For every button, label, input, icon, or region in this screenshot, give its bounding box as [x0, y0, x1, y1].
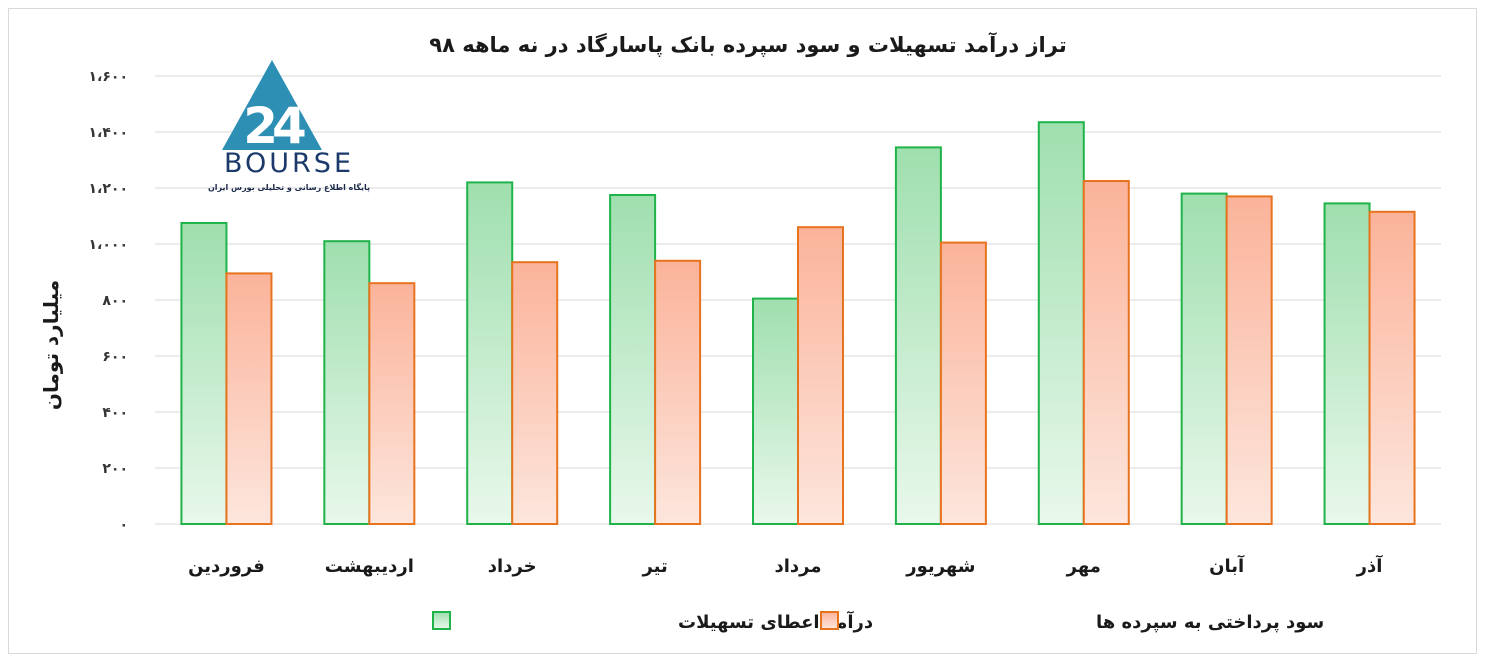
x-tick-label: آبان [1209, 554, 1245, 577]
bar-series-1-1 [368, 282, 416, 526]
logo-number: 24 [243, 97, 305, 155]
bar-series-0-7 [1180, 192, 1228, 525]
y-tick-label: ۲۰۰ [102, 461, 128, 477]
bars [180, 121, 1416, 526]
x-tick-label: خرداد [488, 556, 537, 577]
logo-subtitle: پایگاه اطلاع رسانی و تحلیلی بورس ایران [208, 182, 370, 193]
y-tick-label: ۱،۲۰۰ [89, 181, 129, 197]
bar-series-1-5 [939, 241, 987, 525]
bar-series-0-2 [466, 181, 514, 525]
bar-series-1-3 [654, 259, 702, 525]
bourse-logo: 24 BOURSE پایگاه اطلاع رسانی و تحلیلی بو… [208, 60, 370, 193]
y-axis-ticks: ۰ ۲۰۰ ۴۰۰ ۶۰۰ ۸۰۰ ۱،۰۰۰ ۱،۲۰۰ ۱،۴۰۰ ۱،۶۰۰ [89, 69, 129, 533]
y-tick-label: ۶۰۰ [102, 349, 128, 365]
bar-series-1-8 [1368, 210, 1416, 526]
x-tick-label: اردیبهشت [325, 556, 414, 577]
x-tick-label: تیر [641, 556, 667, 577]
x-tick-label: مرداد [775, 556, 822, 577]
bar-series-0-5 [894, 146, 942, 525]
legend-swatch-series-0 [432, 611, 451, 630]
bar-series-0-8 [1323, 202, 1371, 525]
y-tick-label: ۰ [119, 517, 128, 533]
y-tick-label: ۱،۰۰۰ [89, 237, 129, 253]
bar-series-0-1 [323, 240, 371, 525]
y-tick-label: ۱،۶۰۰ [89, 69, 129, 85]
bar-series-1-6 [1082, 180, 1130, 525]
legend-swatch-series-1 [820, 611, 839, 630]
legend-label-series-1: سود پرداختی به سپرده ها [1096, 612, 1324, 633]
x-tick-label: فروردین [188, 556, 265, 577]
bar-series-0-3 [609, 194, 657, 525]
bar-series-1-4 [797, 226, 844, 525]
legend: درآمد اعطای تسهیلات سود پرداختی به سپرده… [432, 610, 1324, 633]
logo-text: BOURSE [224, 148, 354, 179]
y-tick-label: ۸۰۰ [102, 293, 128, 309]
legend-label-series-0: درآمد اعطای تسهیلات [678, 610, 873, 633]
bar-series-0-4 [752, 297, 799, 525]
x-axis-ticks: فروردین اردیبهشت خرداد تیر مرداد شهریور مهر آبا… [188, 554, 1383, 577]
bar-series-1-7 [1225, 195, 1273, 525]
bar-series-0-6 [1037, 121, 1085, 525]
x-tick-label: آذر [1356, 554, 1384, 577]
y-axis-label: میلیارد تومان [39, 280, 63, 410]
bar-series-1-2 [511, 261, 559, 525]
x-tick-label: شهریور [905, 556, 975, 577]
bar-series-1-0 [225, 272, 273, 525]
x-tick-label: مهر [1066, 556, 1101, 577]
y-tick-label: ۱،۴۰۰ [89, 125, 129, 141]
bar-series-0-0 [180, 222, 228, 525]
logo-triangle [222, 60, 322, 150]
chart-title: تراز درآمد تسهیلات و سود سپرده بانک پاسا… [429, 32, 1066, 57]
y-tick-label: ۴۰۰ [102, 405, 128, 421]
